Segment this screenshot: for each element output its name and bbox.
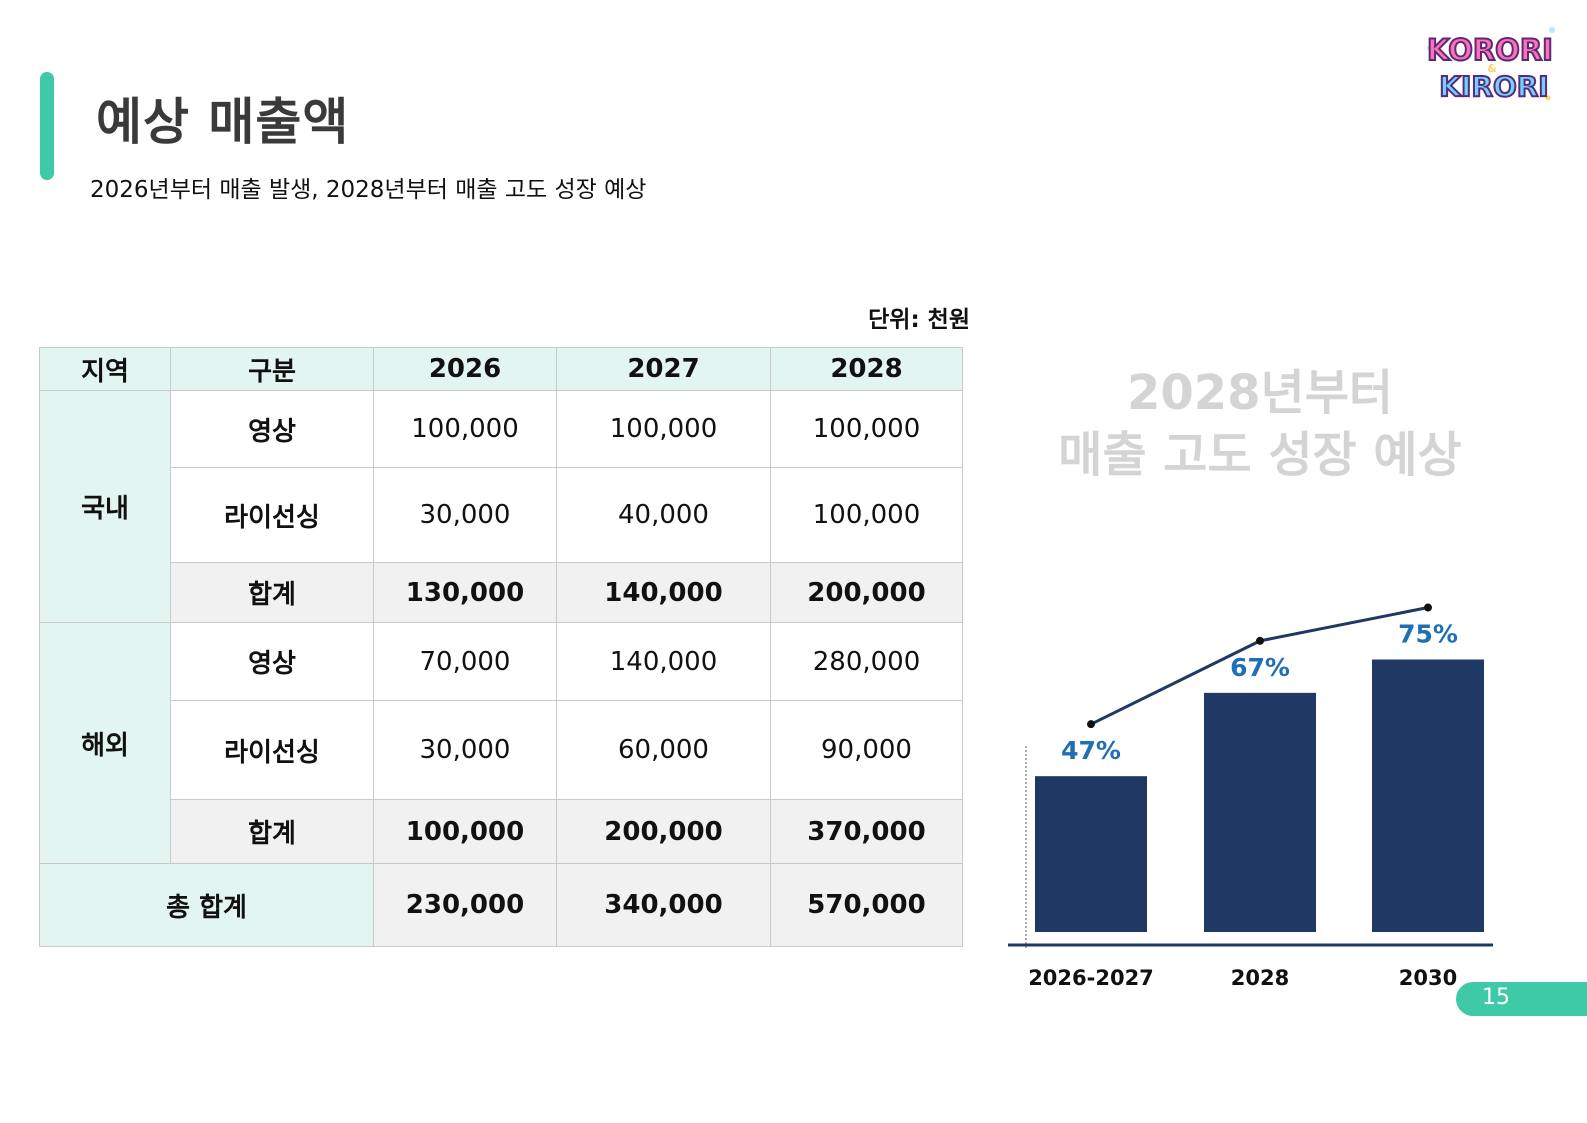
chart-bar bbox=[1035, 776, 1147, 932]
grand-total-row: 총 합계 230,000 340,000 570,000 bbox=[39, 863, 963, 947]
chart-trend-point bbox=[1424, 603, 1432, 612]
growth-bar-chart: 47% 67% 75% 2026-2027 2028 2030 bbox=[1008, 603, 1493, 990]
table-cell: 100,000 bbox=[770, 467, 963, 563]
growth-callout-line2: 매출 고도 성장 예상 bbox=[1058, 427, 1462, 483]
chart-trend-point bbox=[1256, 636, 1264, 645]
growth-callout: 2028년부터 매출 고도 성장 예상 bbox=[1000, 362, 1520, 486]
logo-line1: KORORI bbox=[1427, 33, 1553, 67]
header-year-2026: 2026 bbox=[373, 347, 557, 391]
chart-trend-point bbox=[1087, 720, 1095, 729]
table-cell: 100,000 bbox=[373, 799, 557, 864]
table-row: 라이선싱 30,000 40,000 100,000 bbox=[40, 467, 963, 563]
region-overseas: 해외 bbox=[39, 622, 171, 864]
table-cell: 200,000 bbox=[770, 562, 963, 623]
chart-bar bbox=[1204, 692, 1316, 932]
table-cell: 570,000 bbox=[770, 863, 963, 947]
table-cell: 200,000 bbox=[556, 799, 771, 864]
page-title: 예상 매출액 bbox=[96, 93, 350, 151]
chart-x-tick-label: 2030 bbox=[1399, 966, 1457, 990]
row-label: 영상 bbox=[170, 622, 374, 701]
kirori-logo: KORORI & KIRORI bbox=[1426, 27, 1555, 104]
chart-value-label: 47% bbox=[1061, 736, 1121, 765]
table-cell: 90,000 bbox=[770, 700, 963, 800]
table-cell: 100,000 bbox=[770, 390, 963, 468]
growth-callout-line1: 2028년부터 bbox=[1126, 365, 1394, 421]
table-cell: 100,000 bbox=[556, 390, 771, 468]
grand-total-label: 총 합계 bbox=[39, 863, 374, 947]
header-year-2028: 2028 bbox=[770, 347, 963, 391]
chart-value-label: 75% bbox=[1398, 620, 1458, 649]
title-accent-bar bbox=[40, 72, 54, 180]
header-region: 지역 bbox=[39, 347, 171, 391]
header-year-2027: 2027 bbox=[556, 347, 771, 391]
row-label: 라이선싱 bbox=[170, 700, 374, 800]
page-number: 15 bbox=[1482, 985, 1510, 1010]
region-domestic: 국내 bbox=[39, 390, 171, 623]
row-label: 합계 bbox=[170, 562, 374, 623]
table-row: 해외 영상 70,000 140,000 280,000 bbox=[39, 622, 963, 864]
revenue-table: 지역 구분 2026 2027 2028 국내 영상 100,000 100,0… bbox=[39, 347, 963, 947]
table-row: 라이선싱 30,000 60,000 90,000 bbox=[40, 700, 963, 800]
table-cell: 140,000 bbox=[556, 622, 771, 701]
table-cell: 70,000 bbox=[373, 622, 557, 701]
page-number-badge bbox=[1456, 982, 1587, 1016]
table-cell: 130,000 bbox=[373, 562, 557, 623]
chart-value-label: 67% bbox=[1230, 653, 1290, 682]
row-label: 영상 bbox=[170, 390, 374, 468]
table-header-row: 지역 구분 2026 2027 2028 bbox=[39, 347, 963, 391]
page-subtitle: 2026년부터 매출 발생, 2028년부터 매출 고도 성장 예상 bbox=[90, 177, 647, 203]
table-cell: 40,000 bbox=[556, 467, 771, 563]
chart-bar bbox=[1372, 659, 1484, 932]
table-cell: 340,000 bbox=[556, 863, 771, 947]
chart-x-tick-label: 2028 bbox=[1231, 966, 1289, 990]
table-cell: 280,000 bbox=[770, 622, 963, 701]
subtotal-row: 합계 130,000 140,000 200,000 bbox=[40, 562, 963, 623]
table-cell: 30,000 bbox=[373, 700, 557, 800]
table-cell: 230,000 bbox=[373, 863, 557, 947]
table-row: 국내 영상 100,000 100,000 100,000 bbox=[39, 390, 963, 623]
table-cell: 140,000 bbox=[556, 562, 771, 623]
logo-ampersand: & bbox=[1487, 62, 1497, 75]
table-cell: 60,000 bbox=[556, 700, 771, 800]
table-cell: 370,000 bbox=[770, 799, 963, 864]
table-cell: 100,000 bbox=[373, 390, 557, 468]
header-category: 구분 bbox=[170, 347, 374, 391]
unit-label: 단위: 천원 bbox=[868, 307, 970, 333]
chart-x-tick-label: 2026-2027 bbox=[1028, 966, 1154, 990]
row-label: 합계 bbox=[170, 799, 374, 864]
table-cell: 30,000 bbox=[373, 467, 557, 563]
subtotal-row: 합계 100,000 200,000 370,000 bbox=[40, 799, 963, 864]
row-label: 라이선싱 bbox=[170, 467, 374, 563]
logo-line2: KIRORI bbox=[1439, 70, 1548, 103]
